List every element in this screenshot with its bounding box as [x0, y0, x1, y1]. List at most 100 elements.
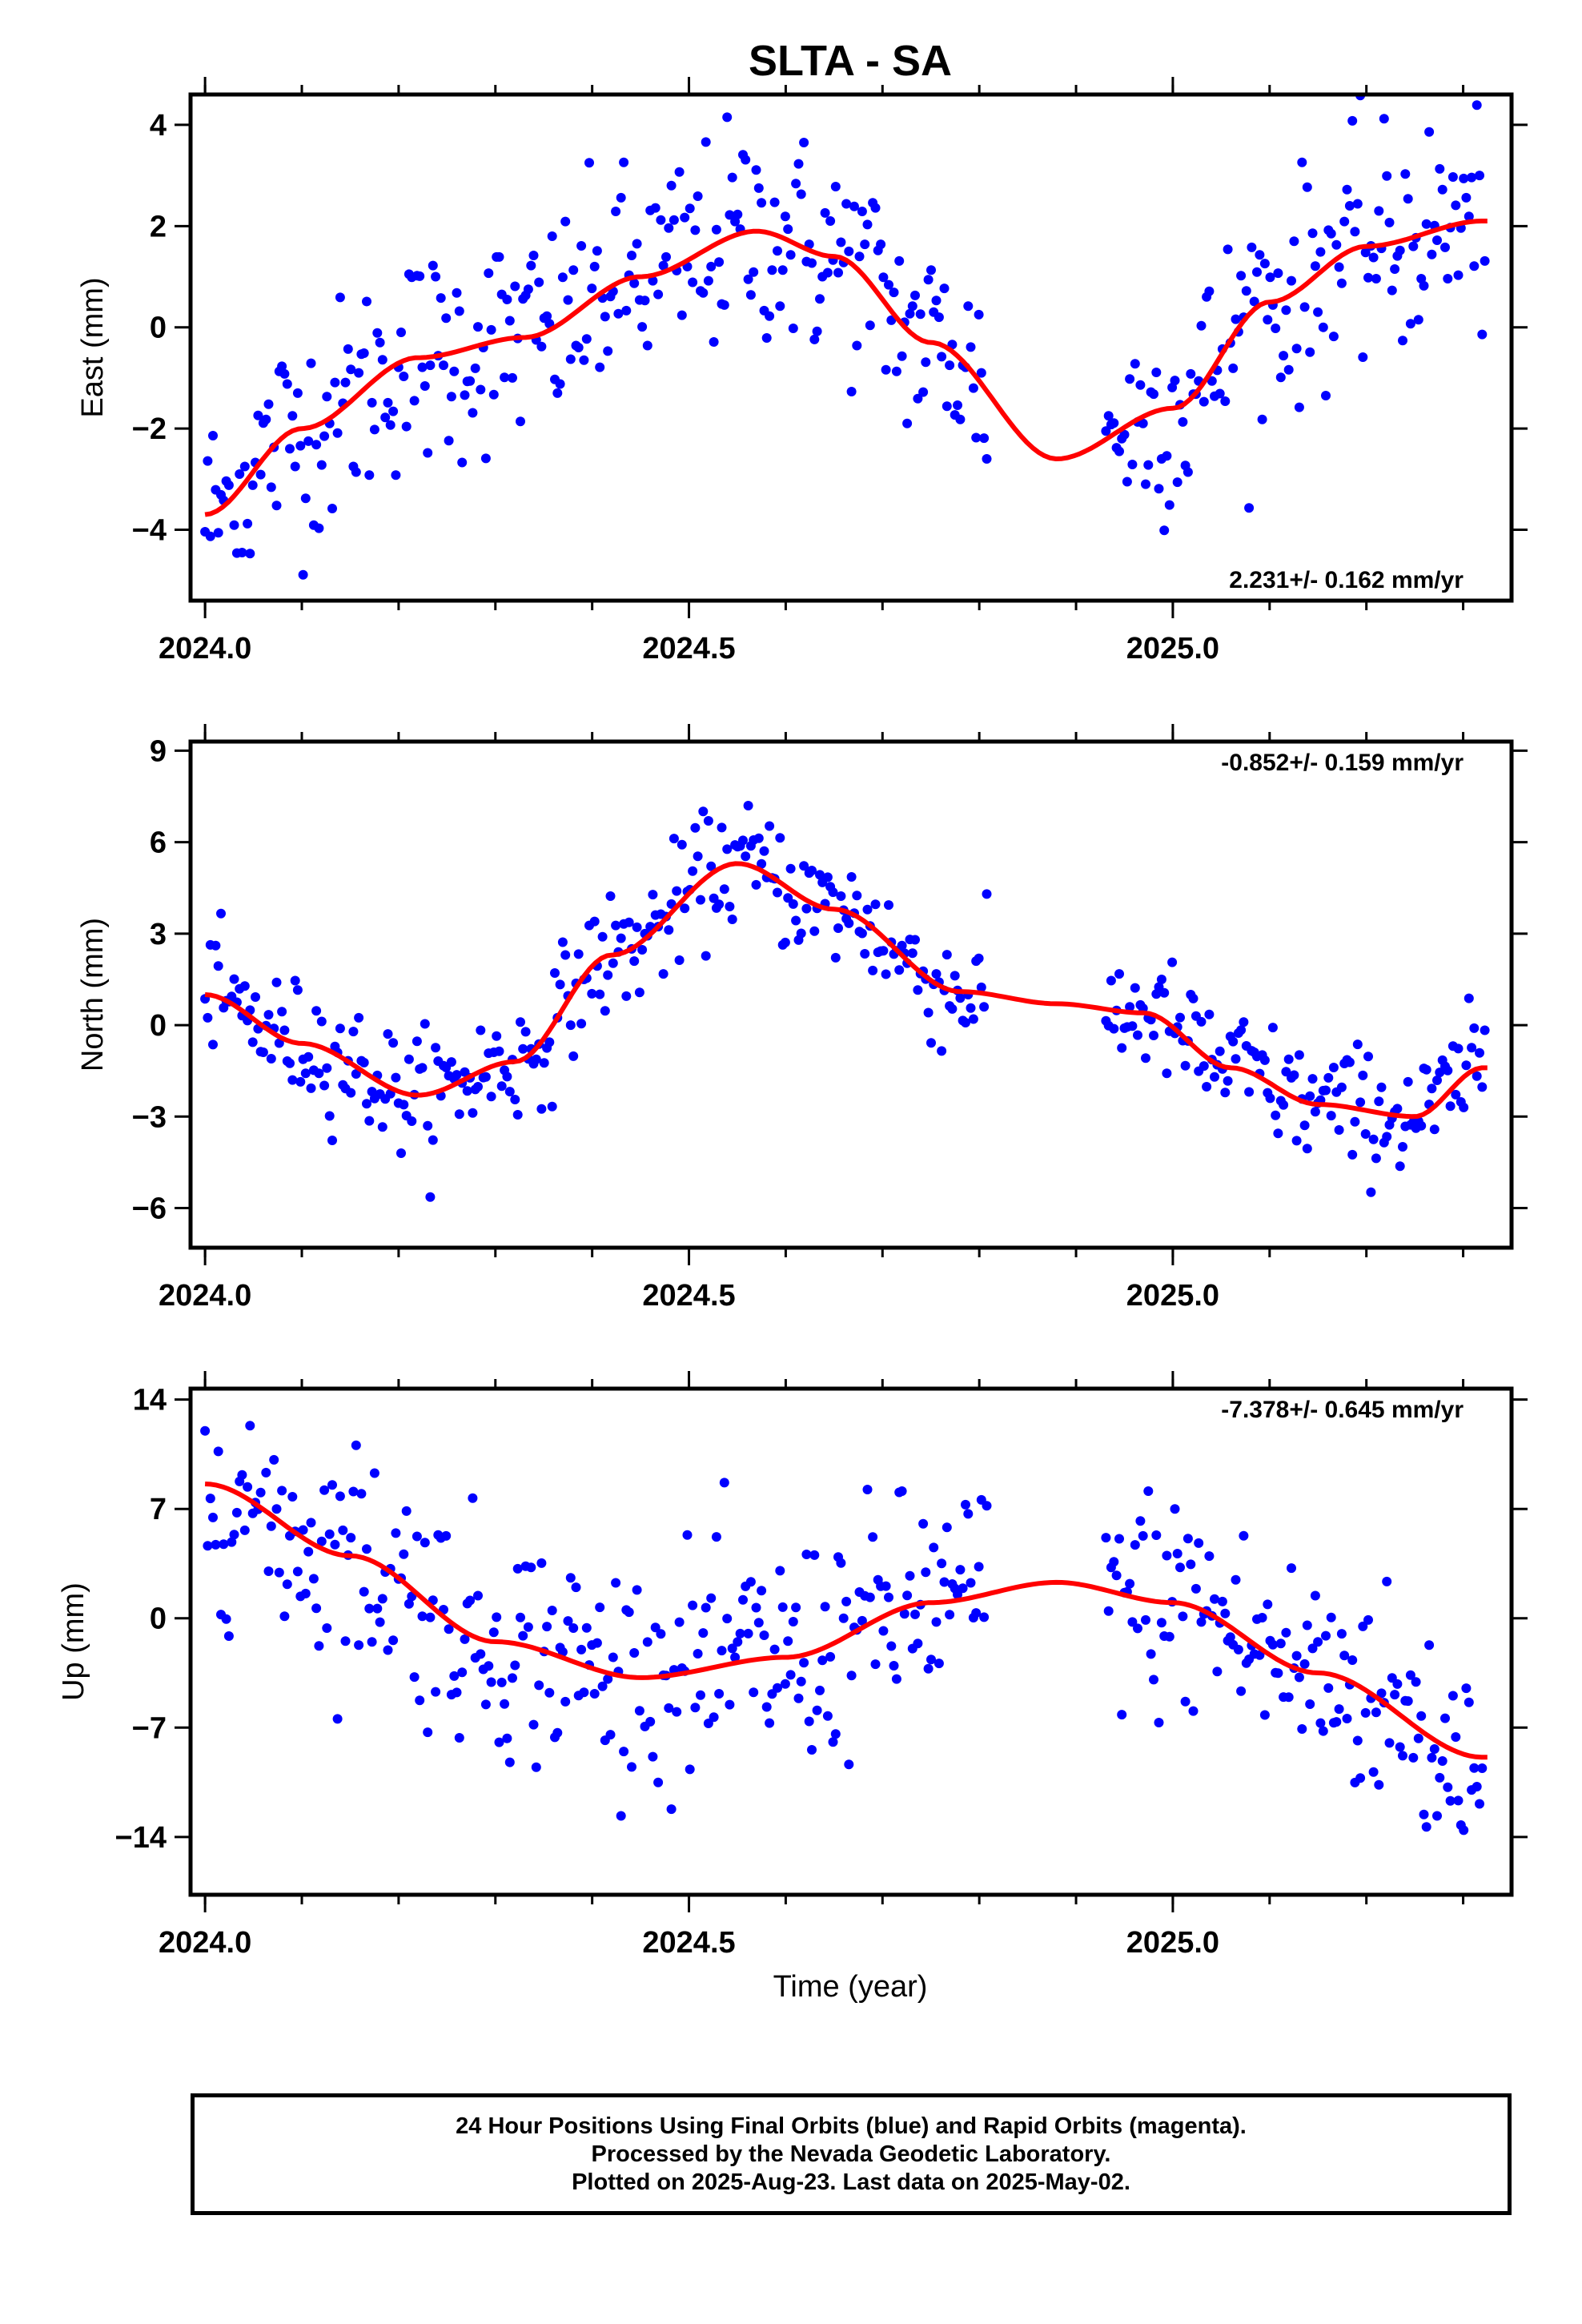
data-point	[500, 372, 510, 383]
data-point	[889, 287, 899, 298]
data-point	[1114, 446, 1124, 456]
data-point	[560, 216, 571, 227]
data-point	[783, 224, 793, 235]
data-point	[231, 1507, 242, 1518]
data-point	[685, 203, 695, 214]
data-point	[1156, 975, 1166, 984]
data-point	[685, 1764, 695, 1775]
data-point	[1424, 1640, 1435, 1651]
y-tick-label: −7	[132, 1711, 167, 1745]
data-point	[799, 138, 809, 147]
data-point	[213, 528, 223, 538]
data-point	[703, 275, 713, 286]
data-point	[279, 368, 290, 379]
data-point	[1125, 374, 1135, 384]
data-point	[1472, 1071, 1482, 1081]
data-point	[354, 1012, 364, 1023]
data-point	[428, 260, 438, 271]
data-point	[271, 501, 282, 511]
data-point	[878, 272, 889, 283]
data-point	[1461, 192, 1472, 203]
data-point	[1141, 1053, 1150, 1063]
data-point	[372, 328, 383, 338]
data-point	[547, 1606, 557, 1615]
y-tick-label: 2	[150, 210, 167, 243]
data-point	[1459, 173, 1469, 183]
data-point	[799, 861, 809, 871]
data-point	[844, 1759, 854, 1770]
data-point	[484, 1661, 494, 1671]
data-point	[632, 1585, 642, 1595]
data-point	[1143, 1486, 1154, 1496]
data-point	[642, 340, 652, 351]
data-point	[423, 1727, 433, 1738]
data-point	[1461, 1060, 1472, 1071]
data-point	[1395, 245, 1405, 255]
data-point	[589, 261, 600, 271]
y-tick-label: 0	[150, 312, 167, 345]
fit-line	[204, 1482, 1488, 1760]
data-point	[929, 1542, 939, 1553]
data-point	[1149, 389, 1158, 400]
data-point	[584, 158, 594, 168]
data-point	[1453, 270, 1464, 280]
data-point	[1263, 1599, 1273, 1610]
data-point	[407, 1116, 417, 1126]
data-point	[666, 1804, 677, 1815]
data-point	[488, 1627, 499, 1638]
data-point	[1188, 993, 1199, 1003]
data-point	[308, 1574, 319, 1584]
data-point	[460, 390, 470, 400]
data-point	[979, 1612, 990, 1622]
data-point	[1344, 1057, 1355, 1068]
data-point	[576, 1644, 587, 1655]
data-point	[1175, 1012, 1185, 1023]
data-point	[523, 1622, 533, 1632]
data-point	[1403, 194, 1413, 204]
data-point	[415, 1695, 425, 1706]
data-point	[796, 928, 806, 939]
data-point	[436, 293, 446, 304]
data-point	[504, 316, 515, 326]
data-point	[897, 1486, 907, 1496]
data-point	[868, 1532, 878, 1542]
data-point	[375, 1617, 385, 1627]
y-tick-label: −4	[132, 514, 167, 548]
data-point	[362, 1544, 371, 1554]
data-point	[454, 1733, 464, 1743]
data-point	[1405, 319, 1415, 329]
data-point	[298, 1525, 308, 1535]
data-point	[894, 965, 905, 975]
data-point	[717, 822, 727, 833]
data-point	[1130, 359, 1140, 369]
data-point	[351, 1440, 361, 1450]
data-point	[1231, 1054, 1241, 1064]
data-point	[862, 1485, 873, 1494]
data-point	[961, 1499, 970, 1510]
data-point	[449, 366, 460, 376]
data-point	[672, 886, 682, 896]
data-point	[722, 112, 733, 123]
data-point	[958, 1583, 968, 1594]
data-point	[1323, 1683, 1334, 1693]
x-tick-label: 2024.5	[642, 1926, 735, 1960]
data-point	[1374, 1779, 1384, 1790]
data-point	[203, 1541, 213, 1551]
data-point	[1323, 1072, 1334, 1083]
data-point	[597, 931, 608, 942]
data-point	[822, 872, 833, 883]
data-point	[388, 406, 399, 416]
data-point	[563, 295, 573, 305]
data-point	[285, 444, 295, 454]
data-point	[1350, 227, 1360, 237]
data-point	[324, 1111, 335, 1121]
data-point	[399, 372, 409, 381]
data-point	[311, 440, 322, 450]
data-point	[571, 1582, 581, 1593]
data-point	[1231, 314, 1241, 324]
data-point	[703, 1719, 713, 1728]
data-point	[1363, 1614, 1373, 1625]
data-point	[801, 903, 812, 914]
data-point	[841, 199, 852, 209]
data-point	[1283, 364, 1294, 375]
